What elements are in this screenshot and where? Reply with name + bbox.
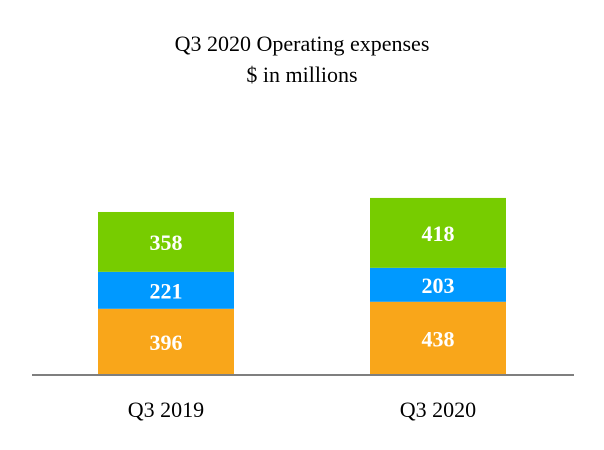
data-label: 438 [422,326,455,351]
bar-segment [98,211,234,272]
chart-subtitle: $ in millions [246,62,357,87]
bar-segment [98,271,234,309]
bar-segment [370,301,506,375]
category-labels: Q3 2019 Q3 2020 [128,397,476,422]
data-label: 358 [150,230,183,255]
data-label: 418 [422,221,455,246]
data-label: 221 [150,278,183,303]
bars-group: 396 221 358 438 203 418 [98,197,506,375]
category-label: Q3 2020 [400,397,476,422]
data-label: 396 [150,330,183,355]
data-label: 203 [422,273,455,298]
bar-segment [98,308,234,375]
chart-title: Q3 2020 Operating expenses [175,31,430,56]
bar-segment [370,197,506,268]
category-label: Q3 2019 [128,397,204,422]
bar-segment [370,267,506,302]
